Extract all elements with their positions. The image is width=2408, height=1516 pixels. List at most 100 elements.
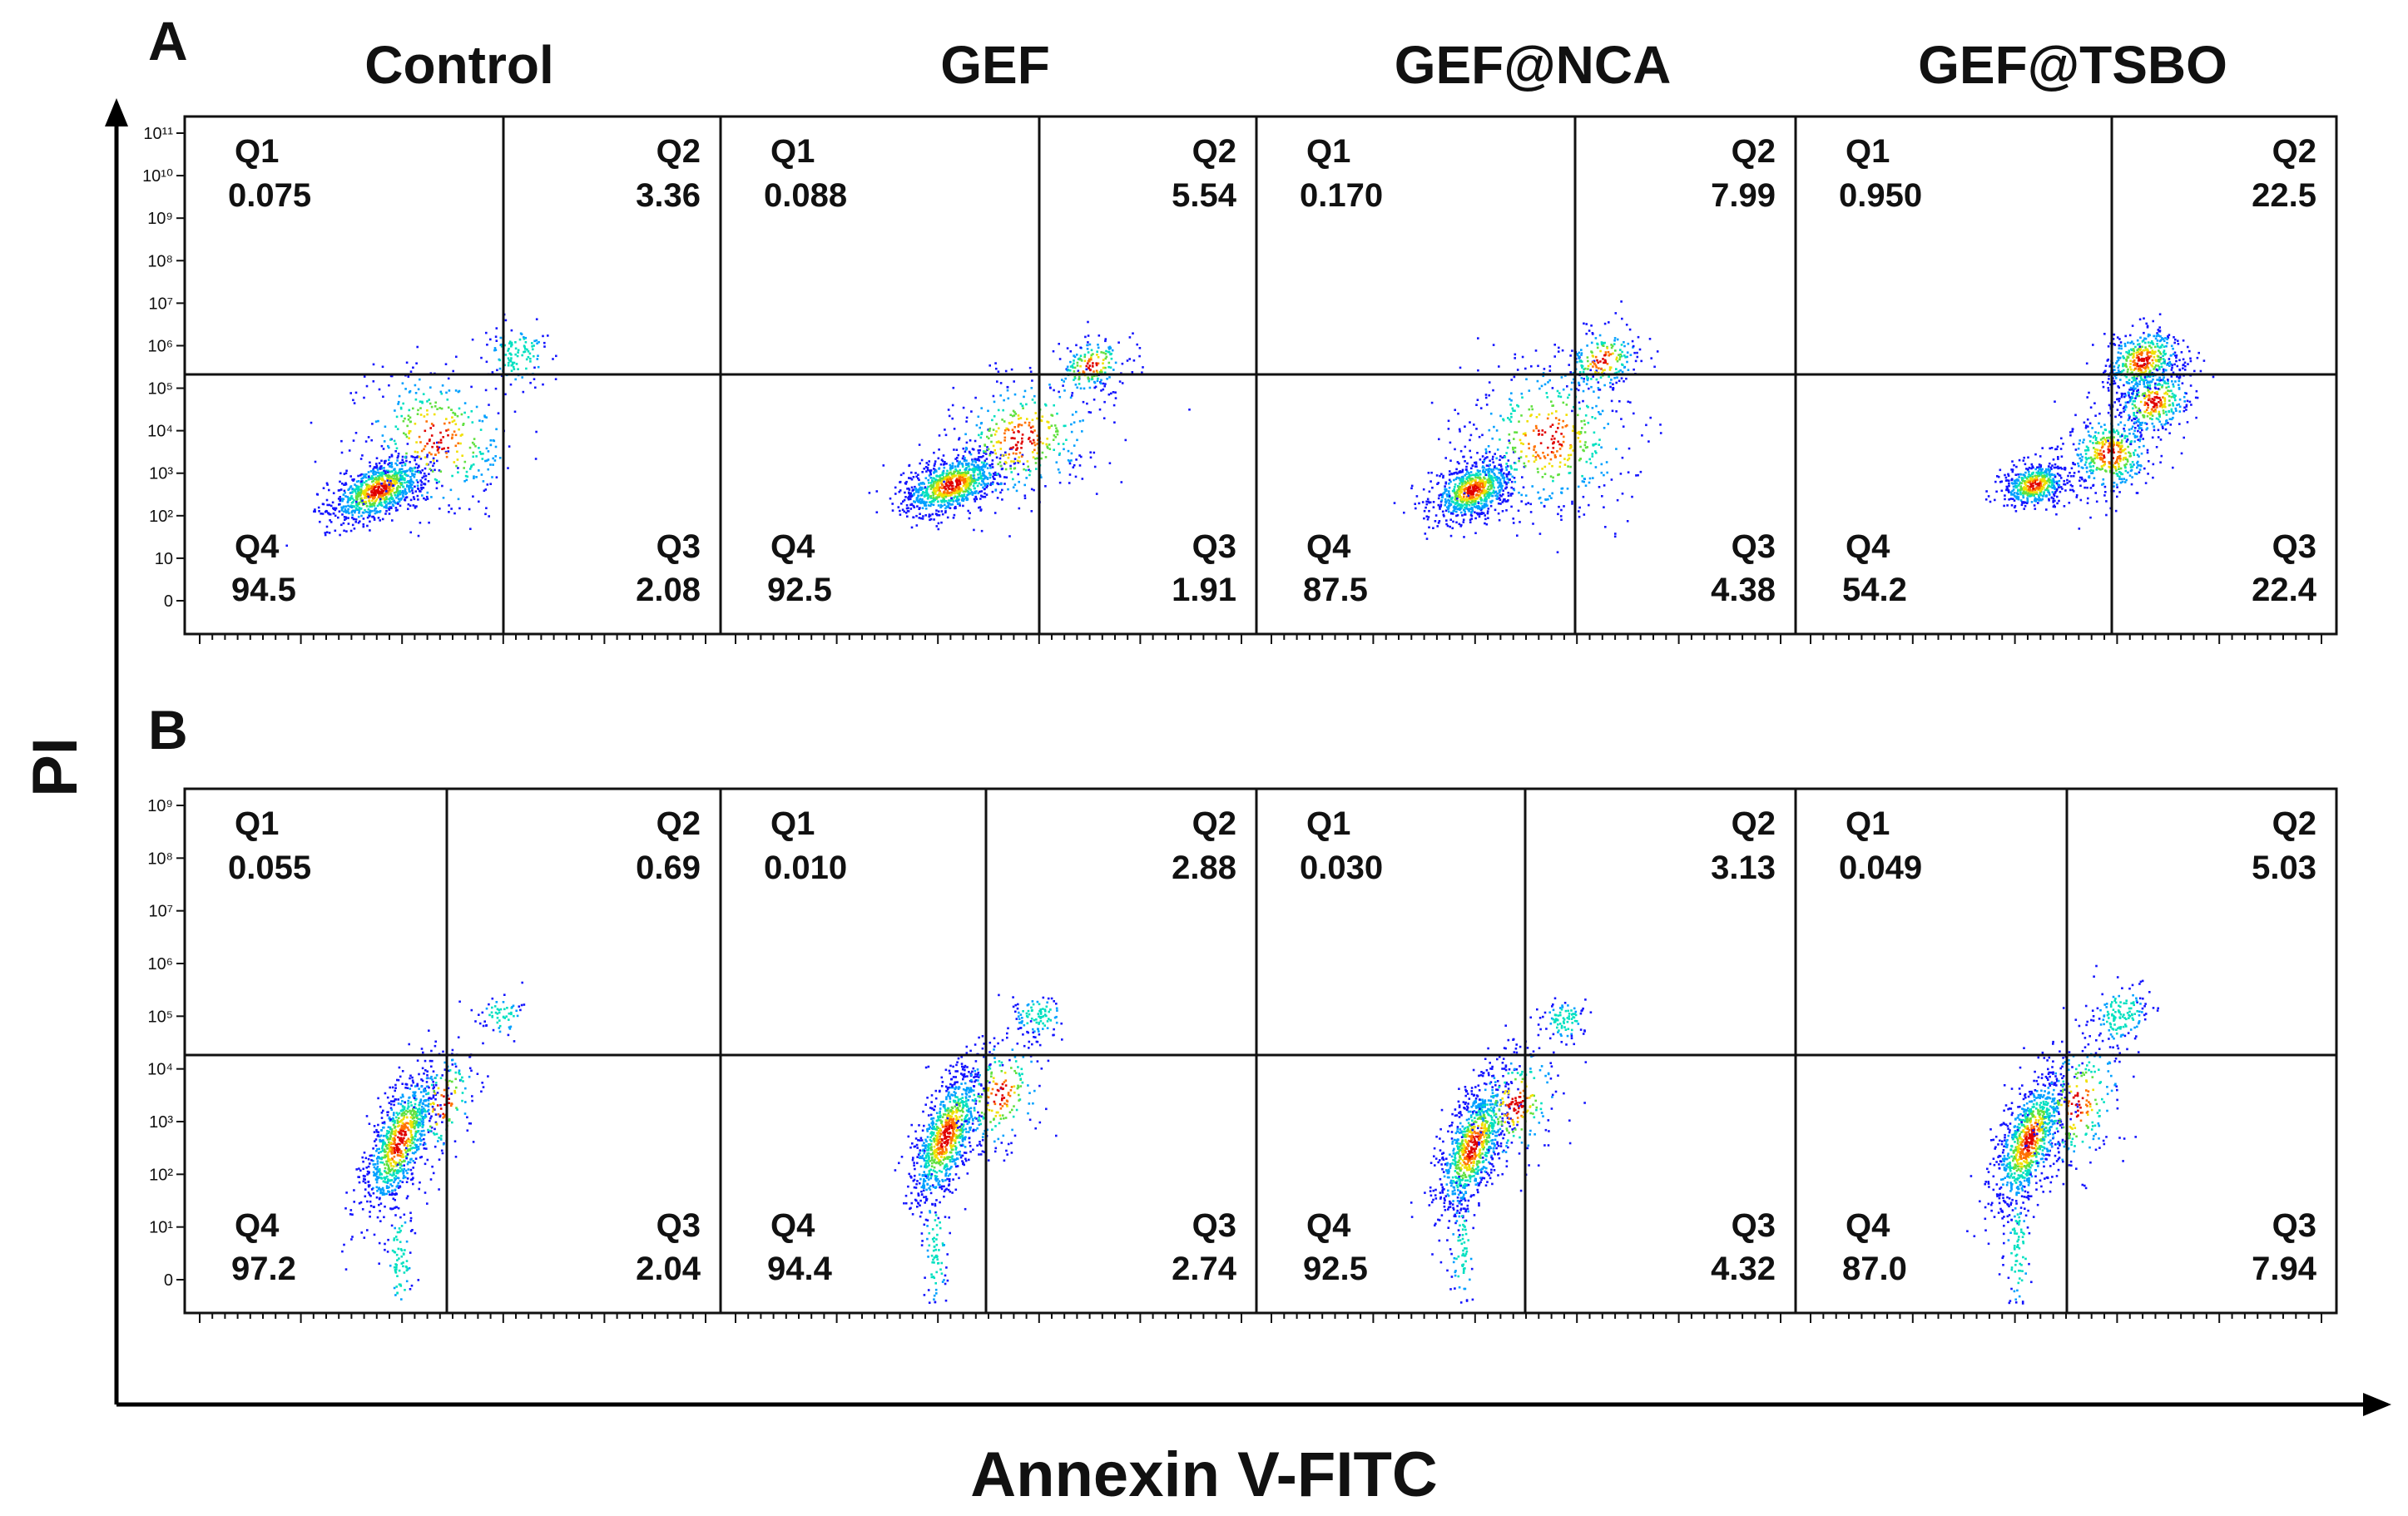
event-dot	[1507, 481, 1510, 484]
event-dot	[962, 484, 965, 488]
event-dot	[1464, 506, 1466, 509]
q1-label: Q1	[1306, 133, 1350, 170]
event-dot	[1543, 455, 1546, 458]
event-dot	[389, 456, 391, 458]
event-dot	[375, 464, 379, 468]
event-dot	[400, 468, 404, 470]
event-dot	[1096, 371, 1099, 374]
event-dot	[1469, 474, 1472, 477]
event-dot	[1996, 475, 1999, 478]
event-dot	[1499, 493, 1502, 497]
event-dot	[1532, 454, 1534, 458]
event-dot	[949, 468, 952, 471]
event-dot	[1031, 442, 1033, 445]
event-dot	[1090, 349, 1093, 352]
event-dot	[915, 524, 919, 527]
event-dot	[1074, 384, 1078, 386]
event-dot	[1428, 501, 1430, 504]
event-dot	[1056, 433, 1059, 436]
event-dot	[931, 500, 934, 503]
event-dot	[955, 469, 958, 472]
event-dot	[1530, 414, 1533, 416]
event-dot	[904, 512, 908, 514]
event-dot	[461, 454, 463, 457]
event-dot	[435, 478, 438, 482]
event-dot	[921, 492, 924, 495]
event-dot	[1487, 508, 1490, 510]
event-dot	[1531, 408, 1533, 411]
event-dot	[1454, 493, 1457, 496]
event-dot	[995, 367, 998, 370]
event-dot	[2026, 500, 2029, 503]
event-dot	[504, 319, 508, 322]
event-dot	[958, 490, 960, 493]
event-dot	[998, 457, 1002, 460]
event-dot	[343, 483, 345, 486]
event-dot	[396, 489, 399, 492]
event-dot	[1560, 508, 1563, 512]
event-dot	[2054, 499, 2056, 503]
event-dot	[891, 509, 894, 512]
event-dot	[1048, 443, 1051, 446]
event-dot	[516, 354, 519, 358]
event-dot	[485, 459, 488, 462]
event-dot	[447, 429, 450, 431]
event-dot	[978, 433, 980, 437]
event-dot	[1584, 446, 1588, 449]
event-dot	[384, 470, 387, 473]
event-dot	[1623, 380, 1625, 383]
event-dot	[1558, 392, 1561, 394]
event-dot	[954, 488, 957, 492]
event-dot	[386, 477, 389, 480]
event-dot	[988, 429, 990, 432]
event-dot	[977, 449, 980, 452]
event-dot	[1102, 351, 1105, 354]
event-dot	[357, 522, 360, 524]
event-dot	[448, 421, 451, 424]
event-dot	[915, 491, 918, 493]
event-dot	[364, 510, 368, 513]
event-dot	[1484, 481, 1487, 484]
event-dot	[405, 459, 408, 463]
event-dot	[984, 492, 986, 495]
event-dot	[1481, 455, 1484, 458]
event-dot	[361, 477, 364, 479]
event-dot	[1009, 464, 1012, 468]
event-dot	[1551, 492, 1553, 495]
event-dot	[354, 432, 358, 434]
event-dot	[381, 491, 384, 494]
event-dot	[513, 361, 516, 364]
event-dot	[404, 388, 407, 390]
event-dot	[2032, 471, 2034, 474]
event-dot	[1583, 378, 1585, 380]
event-dot	[314, 460, 317, 463]
event-dot	[919, 502, 922, 504]
event-dot	[463, 411, 466, 414]
event-dot	[978, 506, 980, 509]
event-dot	[362, 490, 364, 493]
event-dot	[942, 472, 945, 475]
event-dot	[1481, 505, 1484, 508]
event-dot	[1094, 385, 1097, 389]
event-dot	[932, 494, 934, 497]
event-dot	[1572, 372, 1575, 374]
event-dot	[377, 488, 379, 491]
event-dot	[1494, 465, 1496, 468]
event-dot	[1469, 456, 1473, 458]
event-dot	[989, 450, 993, 453]
event-dot	[388, 462, 391, 464]
event-dot	[1493, 425, 1495, 429]
event-dot	[457, 467, 459, 469]
event-dot	[2023, 501, 2025, 503]
event-dot	[436, 441, 438, 444]
event-dot	[1045, 443, 1048, 446]
event-dot	[2017, 484, 2020, 487]
event-dot	[1591, 354, 1594, 357]
event-dot	[970, 491, 974, 493]
event-dot	[412, 496, 415, 498]
event-dot	[1447, 508, 1449, 511]
event-dot	[1550, 438, 1553, 441]
event-dot	[400, 482, 404, 484]
event-dot	[1475, 404, 1478, 406]
event-dot	[409, 490, 411, 493]
